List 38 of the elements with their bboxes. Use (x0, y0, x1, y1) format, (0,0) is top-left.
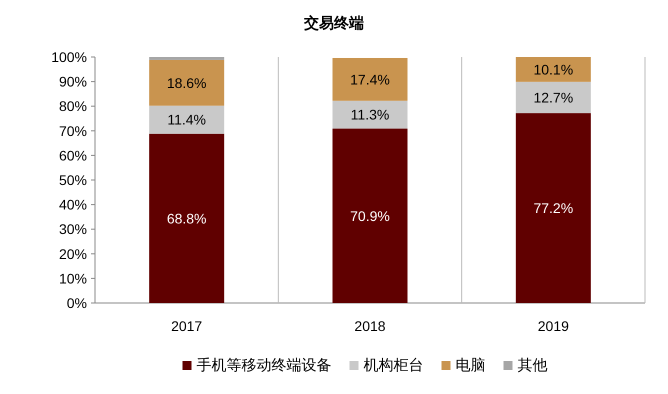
bar (332, 58, 408, 101)
data-label: 17.4% (350, 71, 390, 88)
bar (516, 82, 591, 114)
data-label: 11.3% (350, 106, 390, 123)
y-tick-label: 10% (58, 270, 87, 286)
y-tick-label: 90% (58, 74, 87, 90)
x-tick-label: 2018 (354, 318, 386, 334)
legend-label: 电脑 (456, 357, 486, 374)
y-tick-label: 0% (66, 295, 87, 311)
y-tick-label: 60% (58, 147, 87, 164)
data-label: 77.2% (533, 200, 574, 216)
data-label: 10.1% (533, 61, 574, 78)
y-tick-label: 100% (51, 49, 87, 65)
bar (149, 106, 224, 134)
data-label: 70.9% (350, 208, 390, 224)
y-tick-label: 50% (58, 172, 87, 188)
bar (149, 60, 224, 106)
y-tick-label: 30% (58, 221, 87, 238)
legend-label: 其他 (518, 357, 548, 374)
bar (516, 113, 591, 303)
bar (516, 57, 591, 82)
data-label: 11.4% (167, 112, 206, 128)
y-tick-label: 40% (58, 196, 87, 213)
y-tick-label: 70% (58, 122, 87, 139)
bar (332, 100, 408, 129)
data-label: 12.7% (533, 89, 574, 106)
bar (332, 128, 408, 303)
data-label: 18.6% (166, 74, 207, 91)
legend-label: 手机等移动终端设备 (196, 357, 332, 374)
legend-label: 机构柜台 (364, 357, 424, 374)
bar (149, 57, 224, 60)
y-tick-label: 20% (58, 246, 87, 262)
data-label: 68.8% (166, 210, 207, 226)
chart-title: 交易终端 (303, 14, 364, 32)
y-tick-label: 80% (58, 98, 87, 114)
bar (149, 134, 224, 303)
x-tick-label: 2017 (171, 318, 202, 334)
x-tick-label: 2019 (538, 318, 570, 334)
